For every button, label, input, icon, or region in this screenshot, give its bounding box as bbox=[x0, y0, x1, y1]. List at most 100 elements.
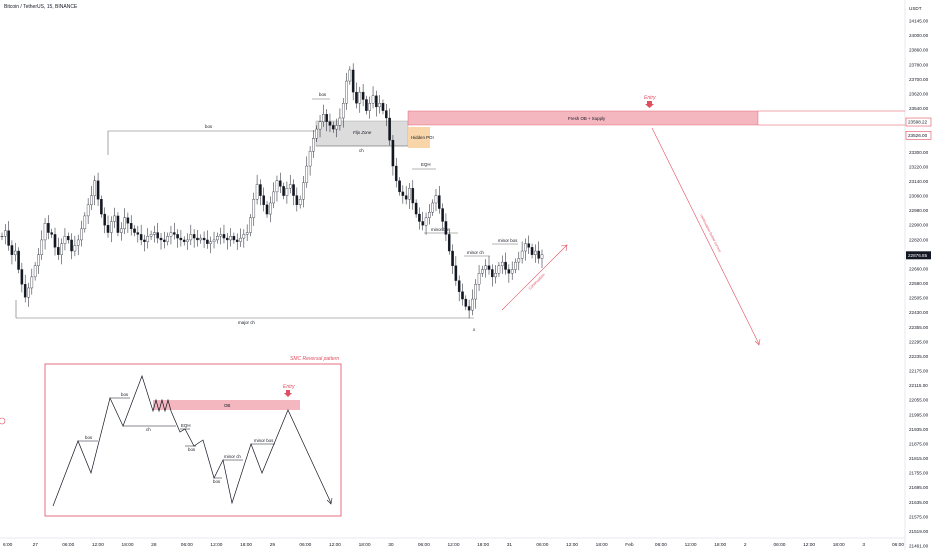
candle-body bbox=[355, 91, 358, 104]
time-tick-label: 18:00 bbox=[596, 542, 608, 548]
candle-body bbox=[540, 254, 544, 259]
candle-body bbox=[159, 237, 163, 241]
time-tick-label: 12:00 bbox=[210, 542, 222, 548]
time-tick-label: 31 bbox=[507, 542, 513, 548]
candle-body bbox=[394, 165, 398, 181]
candle-body bbox=[537, 250, 540, 259]
candle-body bbox=[318, 121, 322, 130]
candle-body bbox=[385, 110, 388, 119]
candle-body bbox=[20, 269, 24, 285]
price-axis[interactable]: 24145.00 24000.00 23860.00 23780.00 23700.00… bbox=[909, 19, 929, 549]
time-tick-label: 12:00 bbox=[92, 542, 104, 548]
price-tick-label: 23060.00 bbox=[909, 194, 929, 199]
candle-body bbox=[285, 188, 289, 196]
candle-body bbox=[179, 237, 183, 241]
candle-body bbox=[146, 236, 150, 242]
price-tick-label: 22980.00 bbox=[909, 208, 929, 213]
candle-body bbox=[398, 180, 401, 193]
candle-body bbox=[126, 217, 130, 224]
minor-ch-label: minor ch bbox=[467, 250, 484, 255]
candle-body bbox=[484, 265, 487, 270]
candle-body bbox=[139, 234, 143, 241]
price-tick-label: 21635.00 bbox=[909, 500, 929, 505]
candle-body bbox=[315, 128, 318, 139]
candle-body bbox=[504, 261, 507, 270]
candle-body bbox=[43, 223, 47, 241]
candle-body bbox=[467, 306, 471, 311]
candle-body bbox=[4, 230, 7, 237]
candle-body bbox=[438, 195, 441, 209]
candle-body bbox=[40, 239, 44, 255]
fresh-ob-label: Fresh OB + Supply bbox=[568, 116, 606, 121]
left-marker-icon[interactable] bbox=[0, 417, 6, 425]
fresh-ob-supply-zone[interactable] bbox=[407, 110, 759, 126]
candlestick-series[interactable] bbox=[0, 63, 544, 319]
candle-body bbox=[47, 223, 50, 233]
candle-body bbox=[520, 250, 524, 259]
time-tick-label: 12:00 bbox=[803, 542, 815, 548]
candle-body bbox=[153, 232, 156, 235]
candle-body bbox=[100, 199, 103, 215]
candle-body bbox=[192, 234, 196, 239]
candle-body bbox=[123, 217, 126, 230]
time-tick-label: 18:00 bbox=[714, 542, 726, 548]
candle-body bbox=[143, 239, 146, 242]
candle-body bbox=[262, 195, 265, 206]
candle-body bbox=[50, 232, 53, 235]
candle-body bbox=[534, 250, 537, 255]
ch-label: ch bbox=[359, 148, 364, 153]
candle-body bbox=[90, 195, 93, 206]
time-tick-label: 18:00 bbox=[477, 542, 489, 548]
price-tick-label: 23620.00 bbox=[909, 91, 929, 96]
candle-body bbox=[182, 239, 186, 242]
candle-body bbox=[494, 273, 497, 278]
price-tick-label: 22115.00 bbox=[909, 383, 928, 388]
candle-body bbox=[434, 195, 438, 204]
candle-body bbox=[378, 103, 381, 108]
candle-body bbox=[454, 265, 458, 281]
price-tag-box bbox=[905, 131, 932, 140]
candle-body bbox=[388, 117, 391, 141]
smc-entry-label: Entry bbox=[283, 384, 295, 390]
time-tick-label: 06:00 bbox=[773, 542, 785, 548]
candle-body bbox=[404, 195, 408, 200]
price-tick-label: 22580.00 bbox=[909, 281, 929, 286]
eqh-label: EQH bbox=[421, 162, 431, 167]
candle-body bbox=[10, 245, 14, 255]
price-tag-box bbox=[905, 117, 932, 127]
candle-body bbox=[474, 284, 478, 300]
candle-body bbox=[507, 269, 511, 274]
candle-body bbox=[166, 236, 169, 242]
price-tick-label: 22355.00 bbox=[909, 325, 929, 330]
price-tick-label: 23860.00 bbox=[909, 48, 929, 53]
candle-body bbox=[93, 180, 97, 196]
candle-body bbox=[206, 239, 209, 244]
time-tick-label: 06:00 bbox=[418, 542, 430, 548]
time-tick-label: 06:00 bbox=[536, 542, 548, 548]
candle-body bbox=[133, 228, 136, 233]
continuation-arrow bbox=[501, 244, 568, 311]
candle-body bbox=[172, 232, 176, 235]
candle-body bbox=[202, 237, 206, 241]
candle-body bbox=[368, 103, 372, 111]
smc-bos3-label: bos bbox=[188, 447, 196, 452]
candle-body bbox=[338, 117, 342, 126]
price-tick-label: 23300.00 bbox=[909, 150, 929, 155]
time-tick-label: 29 bbox=[270, 542, 276, 548]
time-tick-label: 2 bbox=[744, 542, 747, 548]
candle-body bbox=[37, 254, 40, 266]
candle-body bbox=[414, 202, 418, 215]
price-tick-label: 21815.00 bbox=[909, 456, 929, 461]
price-tick-label: 22505.00 bbox=[909, 296, 929, 301]
time-axis[interactable]: 6:00 27 06:00 12:00 18:00 28 06:00 12:00 18:00 29… bbox=[3, 542, 904, 548]
candle-body bbox=[249, 217, 252, 233]
candle-body bbox=[119, 228, 123, 233]
candle-body bbox=[17, 250, 20, 270]
smc-ch-label: ch bbox=[146, 427, 151, 432]
candle-body bbox=[106, 224, 110, 233]
symbol-title: Bitcoin / TetherUS, 15, BINANCE bbox=[4, 4, 78, 10]
hidden-poi-zone[interactable] bbox=[408, 127, 430, 148]
price-tick-label: 22430.00 bbox=[909, 310, 929, 315]
candle-body bbox=[110, 221, 113, 233]
